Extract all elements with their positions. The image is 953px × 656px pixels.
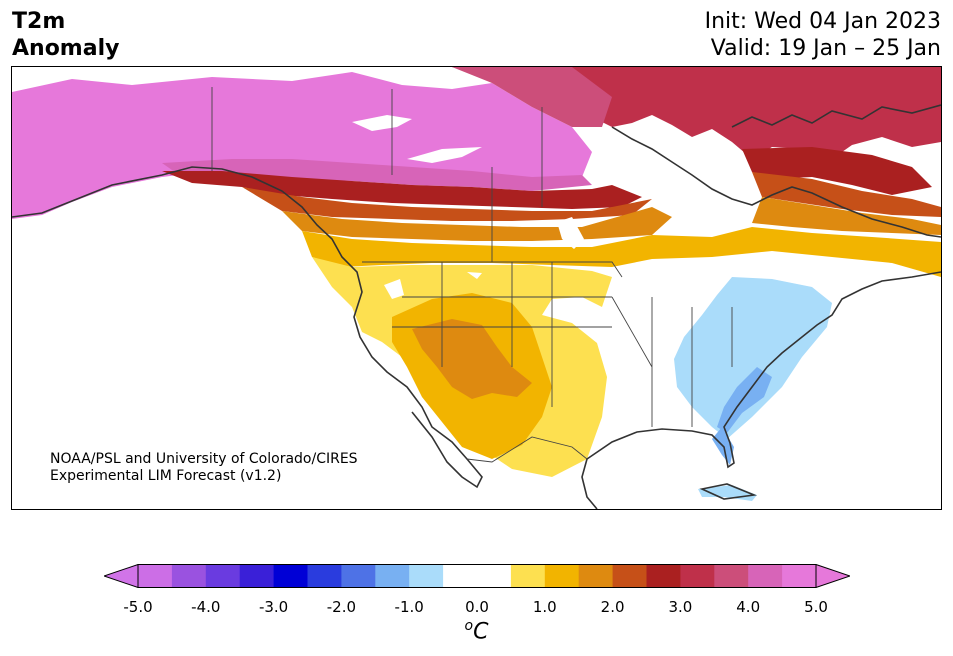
colorbar-graphic <box>102 563 852 589</box>
zone-pink <box>162 159 592 191</box>
colorbar-segment <box>409 564 444 588</box>
colorbar-segment <box>138 564 173 588</box>
anomaly-map <box>12 67 941 509</box>
zone-red <box>162 171 642 209</box>
white-patch-montana <box>467 272 482 279</box>
gulf-atlantic-coast <box>586 271 941 469</box>
map-title: T2m Anomaly <box>12 8 119 62</box>
coastlines <box>12 104 941 509</box>
zone-red-east <box>742 147 932 195</box>
colorbar-segment <box>714 564 749 588</box>
init-date: Init: Wed 04 Jan 2023 <box>704 9 941 34</box>
arctic-islands <box>731 104 941 128</box>
border-us-canada <box>362 261 623 278</box>
credit-text: NOAA/PSL and University of Colorado/CIRE… <box>50 451 358 485</box>
colorbar-segment <box>680 564 715 588</box>
colorbar-arrow-low <box>102 563 139 589</box>
colorbar-segment <box>171 564 207 588</box>
colorbar-tick-label: -5.0 <box>123 598 153 616</box>
state-province-lines <box>391 89 733 427</box>
colorbar-segment <box>477 564 512 588</box>
colorbar-segment <box>612 564 647 588</box>
colorbar-tick-label: 3.0 <box>668 598 693 616</box>
unit-letter: C <box>473 619 489 645</box>
colorbar-tick-label: 0.0 <box>465 598 489 616</box>
zone-orange-red <box>242 187 652 221</box>
forecast-dates: Init: Wed 04 Jan 2023 Valid: 19 Jan – 25… <box>705 8 941 62</box>
map-panel: NOAA/PSL and University of Colorado/CIRE… <box>11 66 942 510</box>
title-line-1: T2m <box>12 9 66 34</box>
colorbar-segment <box>443 564 478 588</box>
valid-range: Valid: 19 Jan – 25 Jan <box>710 36 941 61</box>
zone-light-blue <box>674 277 832 439</box>
colorbar-segment <box>205 564 241 588</box>
gulf-west-coast <box>581 458 598 509</box>
political-borders <box>211 87 733 463</box>
colorbar-tick-label: 4.0 <box>736 598 761 616</box>
cuba-outline <box>699 483 758 500</box>
colorbar-segment <box>646 564 681 588</box>
colorbar-tick-label: -2.0 <box>326 598 357 616</box>
colorbar-arrow-high <box>815 563 852 589</box>
credit-line-2: Experimental LIM Forecast (v1.2) <box>50 468 282 484</box>
colorbar-border <box>137 564 817 588</box>
zone-orange-red-east <box>752 172 941 217</box>
colorbar-segment <box>578 564 614 588</box>
colorbar-ticks: -5.0 -4.0 -3.0 -2.0 -1.0 0.0 1.0 2.0 3.0 4.0 5.0 <box>0 598 953 618</box>
colorbar <box>102 563 852 589</box>
colorbar-segment <box>510 564 546 588</box>
colorbar-segment <box>307 564 342 588</box>
colorbar-segment <box>544 564 580 588</box>
zone-magenta <box>12 72 592 219</box>
unit-degree: o <box>464 618 474 634</box>
colorbar-tick-label: -1.0 <box>394 598 424 616</box>
colorbar-segment <box>273 564 308 588</box>
border-us-mexico <box>466 436 588 463</box>
lake-great-slave <box>407 147 482 163</box>
colorbar-tick-label: -3.0 <box>258 598 289 616</box>
colorbar-segment <box>375 564 410 588</box>
colorbar-tick-label: 1.0 <box>532 598 557 616</box>
colorbar-segment <box>341 564 376 588</box>
zone-gold <box>302 227 941 277</box>
lake-winnipeg <box>557 217 584 249</box>
colorbar-segment <box>239 564 275 588</box>
colorbar-tick-label: 2.0 <box>600 598 625 616</box>
colorbar-tick-label: 5.0 <box>804 598 828 616</box>
hudson-bay-shore <box>611 126 941 238</box>
credit-line-1: NOAA/PSL and University of Colorado/CIRE… <box>50 451 358 467</box>
zone-rose <box>452 67 612 127</box>
colorbar-segment <box>782 564 817 588</box>
lake-great-bear <box>352 115 412 131</box>
colorbar-segment <box>748 564 783 588</box>
white-patch-idaho <box>384 279 404 299</box>
colorbar-unit: oC <box>0 618 953 644</box>
colorbar-tick-label: -4.0 <box>191 598 221 616</box>
pacific-coast <box>12 166 483 489</box>
title-line-2: Anomaly <box>12 36 120 61</box>
